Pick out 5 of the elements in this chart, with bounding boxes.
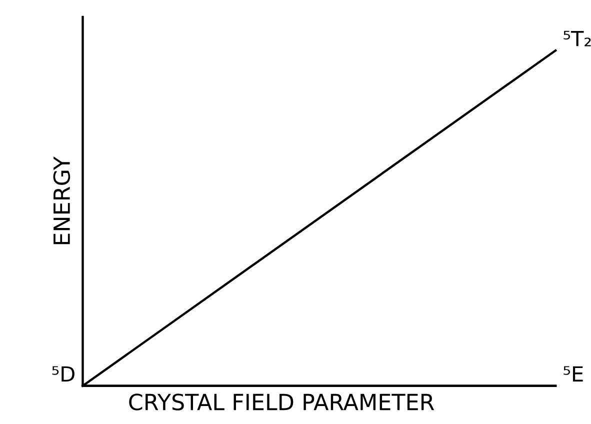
annotation: ⁵D [52,366,74,382]
y-axis-title: ENERGY [53,156,70,244]
x-axis-title: CRYSTAL FIELD PARAMETER [129,394,434,410]
series-label: ⁵T₂ [564,30,591,46]
series-label: ⁵E [564,366,583,382]
